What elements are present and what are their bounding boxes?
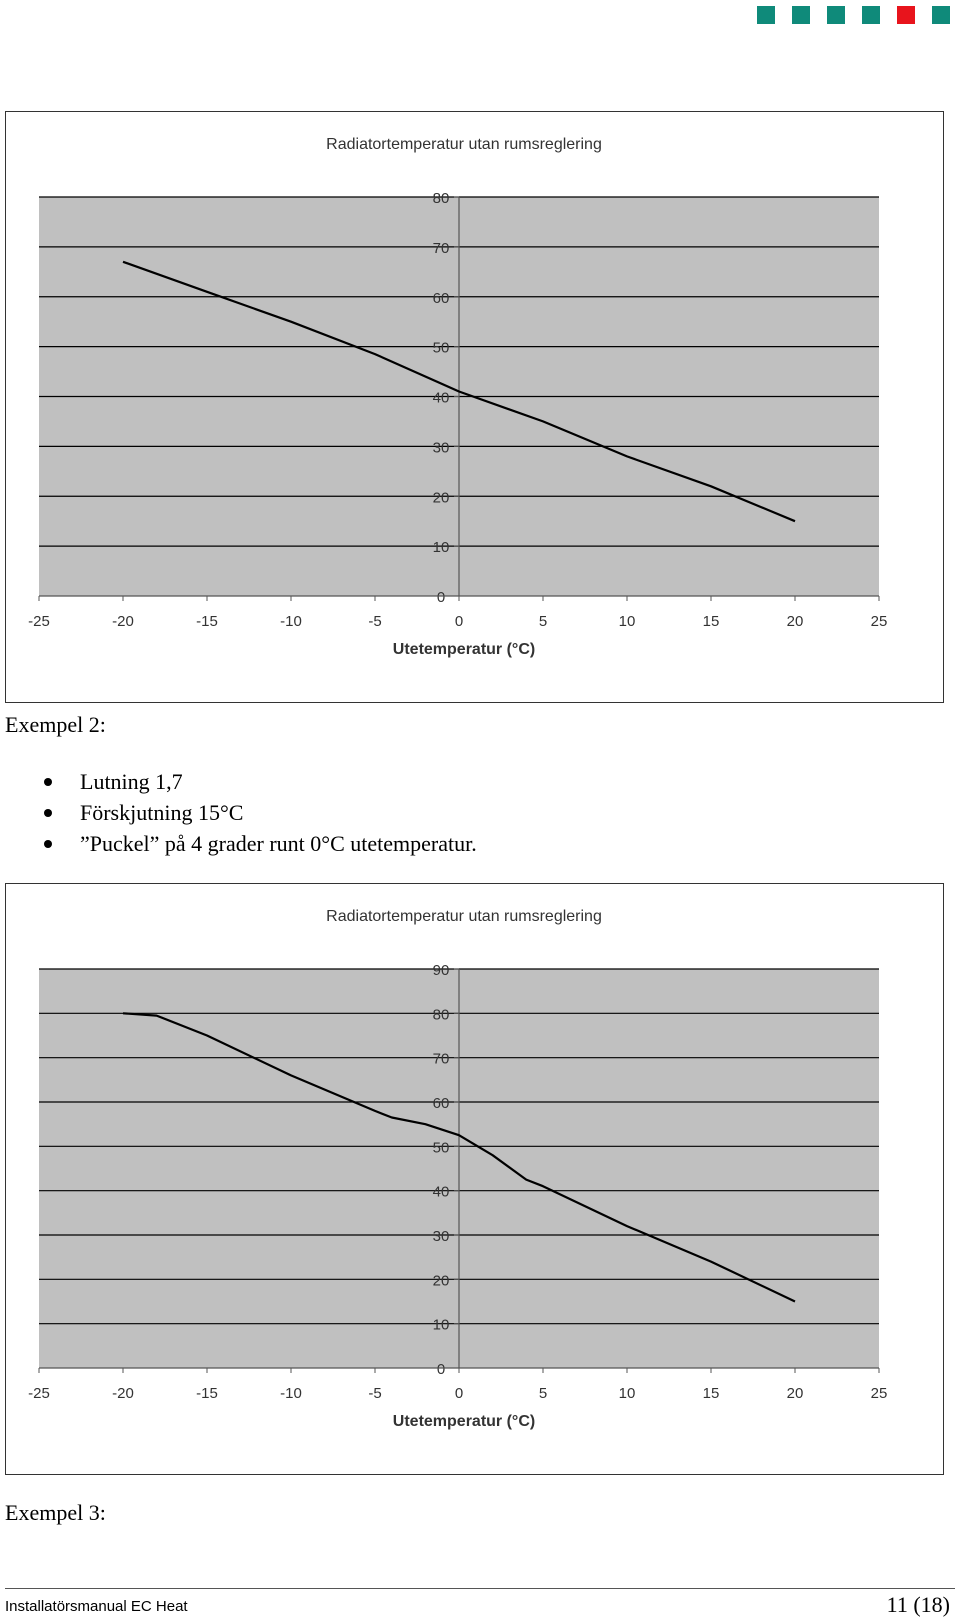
- y-tick-label: 50: [433, 1139, 450, 1156]
- list-item: Förskjutning 15°C: [40, 797, 477, 828]
- y-tick-label: 20: [433, 489, 450, 506]
- x-tick-label: 0: [455, 1385, 463, 1402]
- teal-square-icon: [757, 6, 775, 24]
- x-tick-label: 25: [871, 1385, 888, 1402]
- y-tick-label: 0: [437, 589, 445, 606]
- x-tick-label: -20: [112, 1385, 134, 1402]
- page-number: 11 (18): [886, 1592, 950, 1617]
- chart-2-svg: Radiatortemperatur utan rumsreglering 0 10…: [28, 908, 888, 1430]
- x-tick-label: 5: [539, 613, 547, 630]
- x-tick-label: -20: [112, 613, 134, 630]
- chart-title: Radiatortemperatur utan rumsreglering: [326, 136, 602, 153]
- bullet-icon: [44, 840, 52, 848]
- list-item: Lutning 1,7: [40, 766, 477, 797]
- y-tick-label: 10: [433, 539, 450, 556]
- x-tick-label: 0: [455, 613, 463, 630]
- x-tick-label: 25: [871, 613, 888, 630]
- example-2-list: Lutning 1,7 Förskjutning 15°C ”Puckel” p…: [40, 766, 477, 859]
- x-tick-label: -10: [280, 1385, 302, 1402]
- y-tick-label: 50: [433, 340, 450, 357]
- x-tick-label: 5: [539, 1385, 547, 1402]
- y-tick-label: 40: [433, 1184, 450, 1201]
- x-tick-label: -25: [28, 1385, 50, 1402]
- teal-square-icon: [827, 6, 845, 24]
- y-tick-label: 60: [433, 1095, 450, 1112]
- x-tick-label: -5: [368, 613, 381, 630]
- x-tick-label: 20: [787, 1385, 804, 1402]
- y-tick-label: 0: [437, 1361, 445, 1378]
- y-tick-label: 60: [433, 290, 450, 307]
- y-tick-label: 70: [433, 240, 450, 257]
- bullet-text: ”Puckel” på 4 grader runt 0°C utetempera…: [80, 831, 477, 856]
- y-tick-label: 70: [433, 1051, 450, 1068]
- x-tick-label: 15: [703, 1385, 720, 1402]
- red-square-icon: [897, 6, 915, 24]
- series-line: [122, 1012, 796, 1303]
- series-line: [122, 260, 796, 523]
- teal-square-icon: [792, 6, 810, 24]
- example-2-heading: Exempel 2:: [5, 712, 106, 737]
- y-tick-label: 30: [433, 439, 450, 456]
- y-tick-label: 30: [433, 1228, 450, 1245]
- footer-title: Installatörsmanual EC Heat: [5, 1598, 188, 1615]
- example-3-heading: Exempel 3:: [5, 1500, 106, 1525]
- header-squares: [757, 6, 950, 24]
- y-tick-label: 10: [433, 1317, 450, 1334]
- y-tick-label: 90: [433, 962, 450, 979]
- chart-1-svg: Radiatortemperatur utan rumsreglering 0 10…: [28, 136, 888, 658]
- bullet-text: Lutning 1,7: [80, 769, 183, 794]
- x-tick-label: 20: [787, 613, 804, 630]
- x-axis-label: Utetemperatur (°C): [393, 641, 535, 658]
- x-tick-label: -15: [196, 1385, 218, 1402]
- list-item: ”Puckel” på 4 grader runt 0°C utetempera…: [40, 828, 477, 859]
- y-tick-label: 40: [433, 390, 450, 407]
- x-tick-label: 10: [619, 1385, 636, 1402]
- x-tick-label: 10: [619, 613, 636, 630]
- y-tick-label: 80: [433, 190, 450, 207]
- bullet-icon: [44, 809, 52, 817]
- bullet-icon: [44, 778, 52, 786]
- chart-2: Radiatortemperatur utan rumsreglering 0 10…: [5, 883, 944, 1475]
- chart-title: Radiatortemperatur utan rumsreglering: [326, 908, 602, 925]
- y-tick-label: 20: [433, 1272, 450, 1289]
- footer-divider: [5, 1588, 955, 1589]
- x-tick-label: -10: [280, 613, 302, 630]
- teal-square-icon: [932, 6, 950, 24]
- x-tick-label: -25: [28, 613, 50, 630]
- x-tick-label: -15: [196, 613, 218, 630]
- bullet-text: Förskjutning 15°C: [80, 800, 244, 825]
- y-tick-label: 80: [433, 1006, 450, 1023]
- teal-square-icon: [862, 6, 880, 24]
- x-tick-label: -5: [368, 1385, 381, 1402]
- x-axis-label: Utetemperatur (°C): [393, 1413, 535, 1430]
- x-tick-label: 15: [703, 613, 720, 630]
- chart-1: Radiatortemperatur utan rumsreglering 0 10…: [5, 111, 944, 703]
